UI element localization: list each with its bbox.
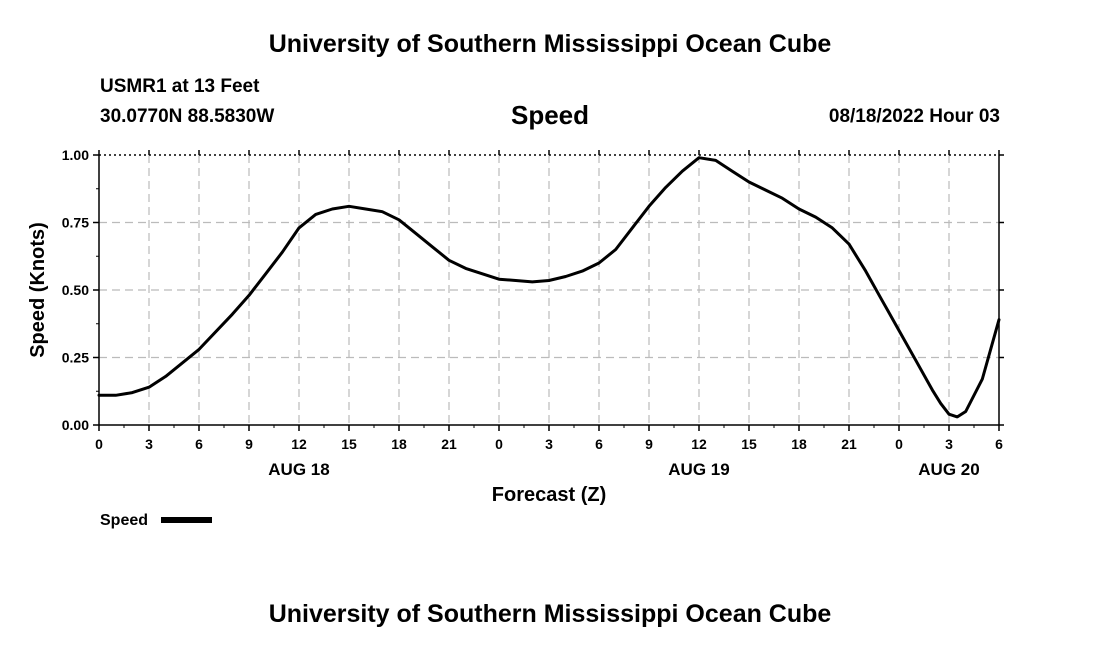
series-layer	[97, 156, 1001, 419]
y-axis-title: Speed (Knots)	[27, 222, 49, 358]
series-line-speed	[97, 156, 1001, 419]
x-tick-label: 12	[691, 436, 707, 452]
chart-title: University of Southern Mississippi Ocean…	[268, 30, 832, 58]
x-tick-label: 9	[645, 436, 653, 452]
x-tick-label: 0	[95, 436, 103, 452]
x-axis-title: Forecast (Z)	[492, 484, 606, 506]
footer-title: University of Southern Mississippi Ocean…	[268, 600, 832, 628]
y-tick-label: 0.50	[62, 282, 89, 298]
x-tick-label: 0	[895, 436, 903, 452]
x-tick-label: 15	[741, 436, 757, 452]
y-tick-label: 0.00	[62, 417, 89, 433]
x-tick-label: 6	[195, 436, 203, 452]
issue-time: 08/18/2022 Hour 03	[828, 106, 1000, 127]
x-tick-label: 6	[595, 436, 603, 452]
x-tick-label: 18	[791, 436, 807, 452]
x-tick-label: 3	[945, 436, 953, 452]
x-tick-label: 3	[545, 436, 553, 452]
x-tick-label: 21	[441, 436, 457, 452]
axis-labels: 0 3 6 9 12 15 18 21 0 3 6 9 12 15 18 21 0 3 6 0.00 0.25 0.50 0…	[27, 147, 1003, 529]
x-tick-label: 0	[495, 436, 503, 452]
date-label: AUG 19	[668, 460, 729, 479]
x-tick-label: 18	[391, 436, 407, 452]
x-tick-label: 21	[841, 436, 857, 452]
x-tick-label: 6	[995, 436, 1003, 452]
legend-label: Speed	[100, 512, 148, 529]
station-coordinates: 30.0770N 88.5830W	[100, 106, 275, 127]
x-tick-label: 9	[245, 436, 253, 452]
grid-lines	[99, 154, 999, 425]
station-label: USMR1 at 13 Feet	[100, 76, 260, 97]
date-label: AUG 18	[268, 460, 329, 479]
date-label: AUG 20	[918, 460, 979, 479]
y-tick-label: 0.75	[62, 215, 89, 231]
axes	[93, 150, 1004, 431]
y-tick-label: 0.25	[62, 350, 89, 366]
x-tick-label: 3	[145, 436, 153, 452]
x-tick-label: 12	[291, 436, 307, 452]
variable-title: Speed	[510, 100, 590, 130]
y-tick-label: 1.00	[62, 147, 89, 163]
x-tick-label: 15	[341, 436, 357, 452]
